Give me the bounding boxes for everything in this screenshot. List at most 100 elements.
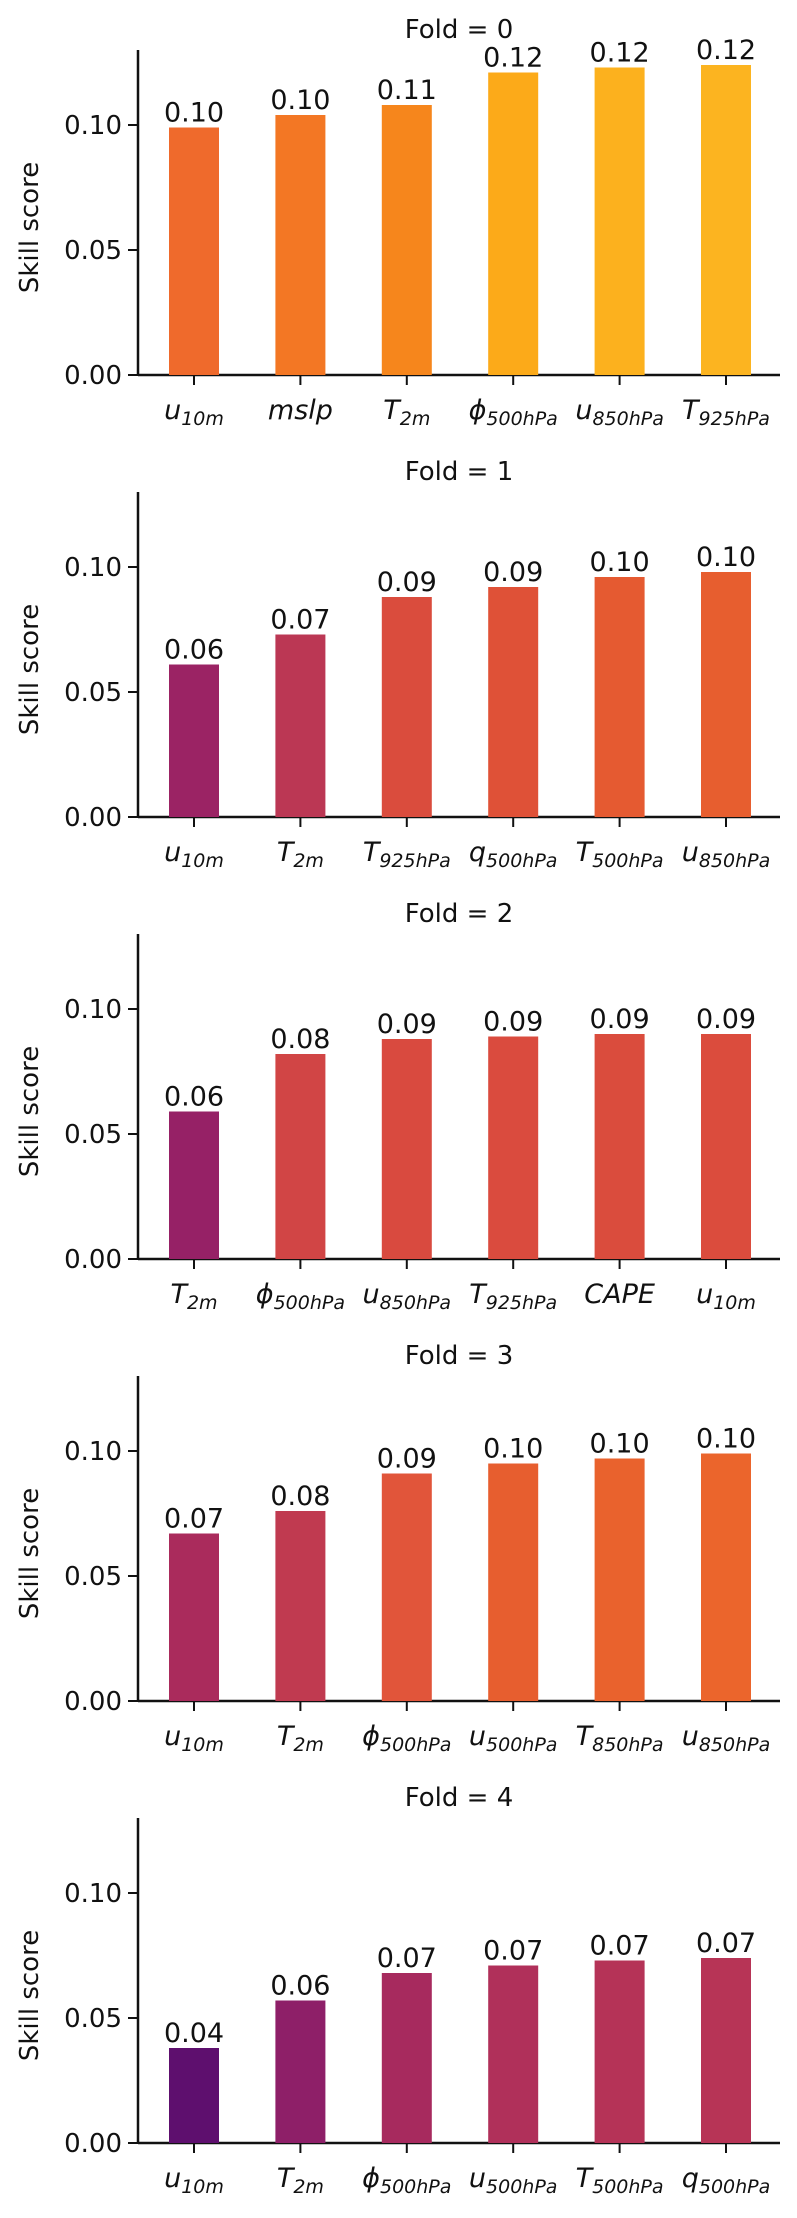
x-tick-label-subscript: 500hPa [699,2176,770,2198]
x-tick-label-subscript: 2m [293,1734,324,1756]
x-tick-label: u850hPa [575,395,664,430]
panel-title: Fold = 3 [405,1341,514,1371]
x-tick-label-subscript: 500hPa [380,2176,451,2198]
x-tick-label-subscript: 850hPa [699,850,770,872]
y-tick-label: 0.00 [64,1245,122,1275]
x-tick-label-main: u [682,837,699,868]
y-axis-label: Skill score [15,162,45,293]
panel-title: Fold = 0 [405,15,514,45]
bar-value-label: 0.12 [483,43,543,74]
x-tick-label-main: q [682,2163,699,2194]
bar-value-label: 0.09 [696,1004,756,1035]
x-tick-label-main: u [469,2163,486,2194]
bar-value-label: 0.09 [377,567,437,598]
x-tick-label-subscript: 925hPa [379,850,450,872]
x-tick-label: T2m [383,395,430,430]
bar [701,572,751,817]
x-tick-label: mslp [268,395,333,426]
bar-value-label: 0.07 [270,605,330,636]
y-tick-label: 0.10 [64,111,122,141]
bar [275,634,326,817]
x-tick-label-main: T [363,837,382,868]
bar-value-label: 0.11 [377,75,437,106]
y-tick-label: 0.05 [64,236,122,266]
bar-value-label: 0.12 [696,35,756,66]
x-tick-label-main: u [164,2163,181,2194]
bar-value-label: 0.08 [270,1481,330,1512]
x-tick-label-main: T [576,837,595,868]
x-tick-label-subscript: 10m [181,2176,224,2198]
x-tick-label-main: u [696,1279,713,1310]
x-tick-label: T850hPa [576,1721,664,1756]
bar [488,587,539,817]
y-tick-label: 0.00 [64,1687,122,1717]
y-tick-label: 0.05 [64,1562,122,1592]
bar-value-label: 0.09 [483,557,543,588]
x-tick-label-subscript: 2m [293,2176,324,2198]
y-axis-label: Skill score [15,1046,45,1177]
bar-value-label: 0.10 [590,1429,650,1460]
x-tick-label-main: T [277,837,296,868]
x-tick-label-main: mslp [268,395,333,426]
x-tick-label: T2m [170,1279,217,1314]
bar-value-label: 0.10 [590,547,650,578]
x-tick-label-subscript: 500hPa [486,1734,557,1756]
y-axis-label: Skill score [15,604,45,735]
x-tick-label-subscript: 850hPa [592,1734,663,1756]
x-tick-label-main: T [576,2163,595,2194]
x-tick-label-subscript: 2m [400,408,431,430]
bar-value-label: 0.07 [590,1931,650,1962]
x-tick-label-subscript: 850hPa [592,408,663,430]
x-tick-label: CAPE [584,1279,655,1310]
y-tick-label: 0.10 [64,1437,122,1467]
bar-value-label: 0.10 [696,1424,756,1455]
bar [594,1034,645,1259]
bar [594,67,645,375]
panel-title: Fold = 4 [405,1783,514,1813]
y-tick-label: 0.05 [64,1120,122,1150]
x-tick-label-main: u [164,395,181,426]
x-tick-label-subscript: 850hPa [380,1292,451,1314]
bar-value-label: 0.06 [270,1971,330,2002]
x-tick-label: u850hPa [682,837,771,872]
x-tick-label-subscript: 850hPa [699,1734,770,1756]
y-tick-label: 0.10 [64,995,122,1025]
x-tick-label-main: CAPE [584,1279,655,1310]
x-tick-label: u10m [164,837,224,872]
x-tick-label-subscript: 10m [181,408,224,430]
x-tick-label: ϕ500hPa [362,1721,451,1756]
bar-value-label: 0.09 [590,1004,650,1035]
x-tick-label-subscript: 500hPa [486,850,557,872]
bar-value-label: 0.10 [164,98,224,129]
x-tick-label-subscript: 500hPa [486,408,557,430]
bar [169,1533,219,1701]
x-tick-label-subscript: 10m [713,1292,756,1314]
x-tick-label-subscript: 10m [181,1734,224,1756]
bar [381,1973,432,2143]
y-tick-label: 0.10 [64,553,122,583]
x-tick-label-main: T [469,1279,488,1310]
bar [169,664,219,817]
x-tick-label-main: u [682,1721,699,1752]
bar-value-label: 0.09 [483,1007,543,1038]
bar [488,72,539,375]
x-tick-label: T925hPa [682,395,770,430]
x-tick-label-main: T [383,395,402,426]
y-tick-label: 0.10 [64,1879,122,1909]
bar [488,1965,539,2143]
x-tick-label-main: ϕ [362,2163,380,2194]
x-tick-label-subscript: 500hPa [486,2176,557,2198]
bar [169,1111,219,1259]
bar-value-label: 0.07 [164,1504,224,1535]
x-tick-label-subscript: 10m [181,850,224,872]
x-tick-label: q500hPa [682,2163,771,2198]
bar [275,1511,326,1701]
x-tick-label: T925hPa [363,837,451,872]
x-tick-label-subscript: 500hPa [592,2176,663,2198]
y-tick-label: 0.05 [64,678,122,708]
